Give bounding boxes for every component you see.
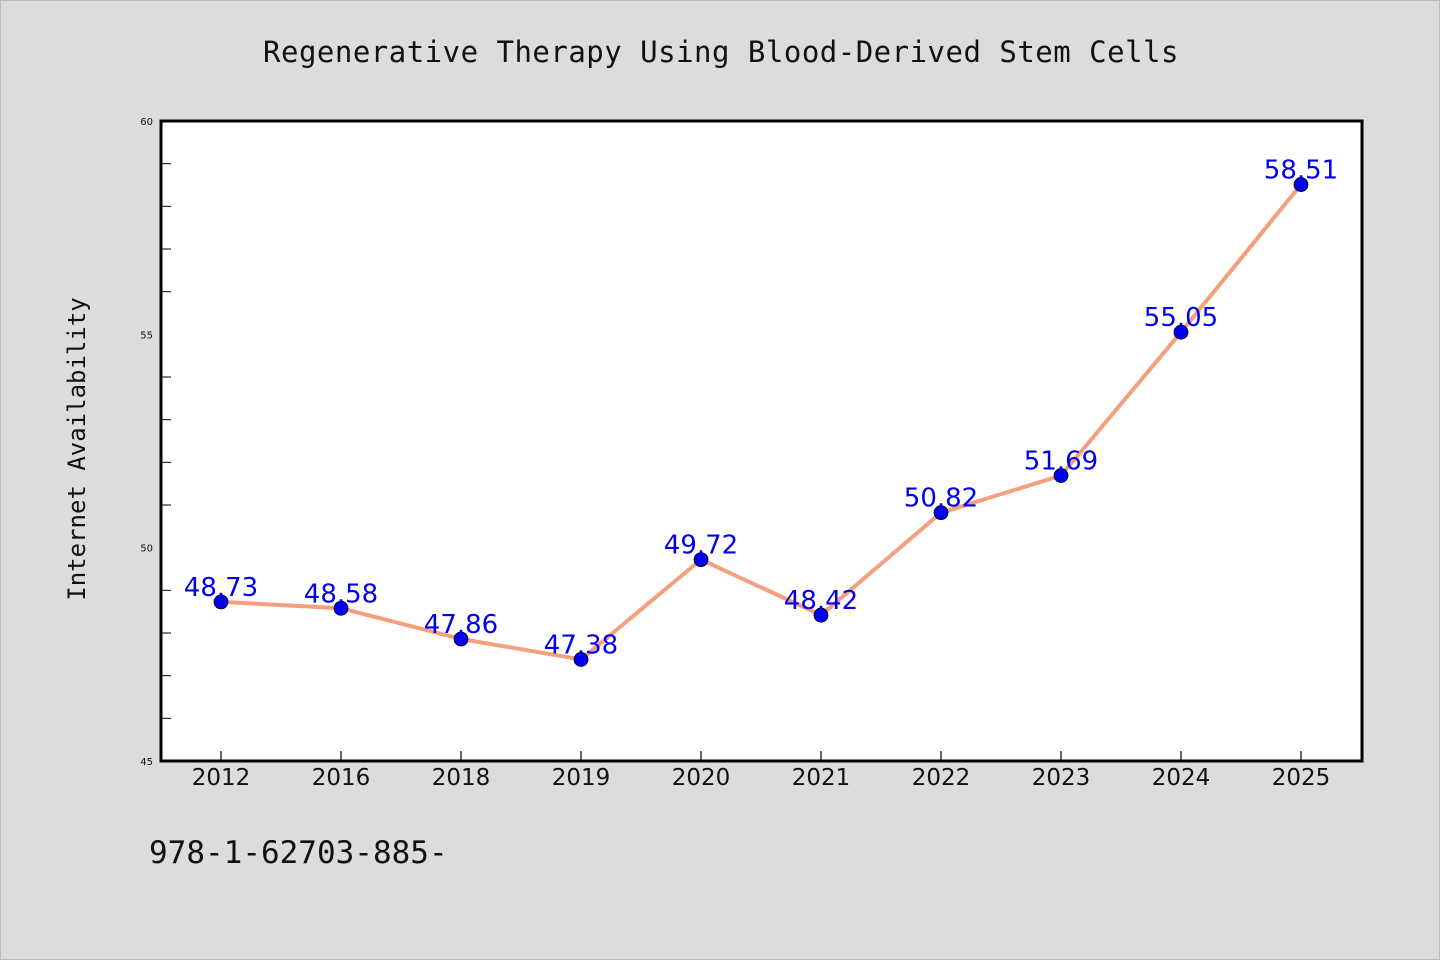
x-tick-label: 2021 <box>792 765 851 791</box>
y-tick-label: 60 <box>140 117 153 128</box>
footer-code: 978-1-62703-885- <box>149 835 448 871</box>
data-label: 47.38 <box>544 630 618 660</box>
data-label: 55.05 <box>1144 303 1218 333</box>
data-point <box>213 594 229 610</box>
x-axis: 2012 2016 2018 2019 2020 2021 2022 2023 2024 2025 <box>192 751 1331 791</box>
data-label: 49.72 <box>664 531 738 561</box>
data-label: 47.86 <box>424 610 498 640</box>
series-path <box>219 182 1303 662</box>
data-point <box>1293 177 1309 192</box>
data-point <box>1173 324 1189 340</box>
data-point <box>1053 468 1069 483</box>
data-point <box>573 652 589 667</box>
plot-area <box>159 119 1364 763</box>
x-tick-label: 2024 <box>1152 765 1211 791</box>
x-tick-label: 2025 <box>1272 765 1331 791</box>
x-tick-label: 2016 <box>312 765 371 791</box>
x-tick-label: 2022 <box>912 765 971 791</box>
data-label: 51.69 <box>1024 447 1098 477</box>
y-axis: 45 50 55 60 <box>140 117 171 768</box>
y-tick-label: 55 <box>140 330 153 341</box>
data-label: 48.58 <box>304 579 378 609</box>
chart-title: Regenerative Therapy Using Blood-Derived… <box>263 35 1179 69</box>
data-point <box>933 505 949 521</box>
series-line <box>213 177 1309 667</box>
x-tick-label: 2018 <box>432 765 491 791</box>
x-tick-label: 2020 <box>672 765 731 791</box>
data-label: 58.51 <box>1264 156 1338 186</box>
data-label: 50.82 <box>904 484 978 514</box>
data-point <box>693 552 709 568</box>
data-point <box>333 600 349 616</box>
x-tick-label: 2023 <box>1032 765 1091 791</box>
y-tick-label: 45 <box>140 757 153 768</box>
data-label: 48.73 <box>184 573 258 603</box>
x-tick-label: 2019 <box>552 765 611 791</box>
data-point <box>813 607 829 623</box>
y-tick-label: 50 <box>140 544 153 555</box>
data-point <box>453 631 469 647</box>
data-labels: 48.73 48.58 47.86 47.38 49.72 48.42 50.82 51.69… <box>184 156 1338 661</box>
data-label: 48.42 <box>784 586 858 616</box>
x-tick-label: 2012 <box>192 765 251 791</box>
